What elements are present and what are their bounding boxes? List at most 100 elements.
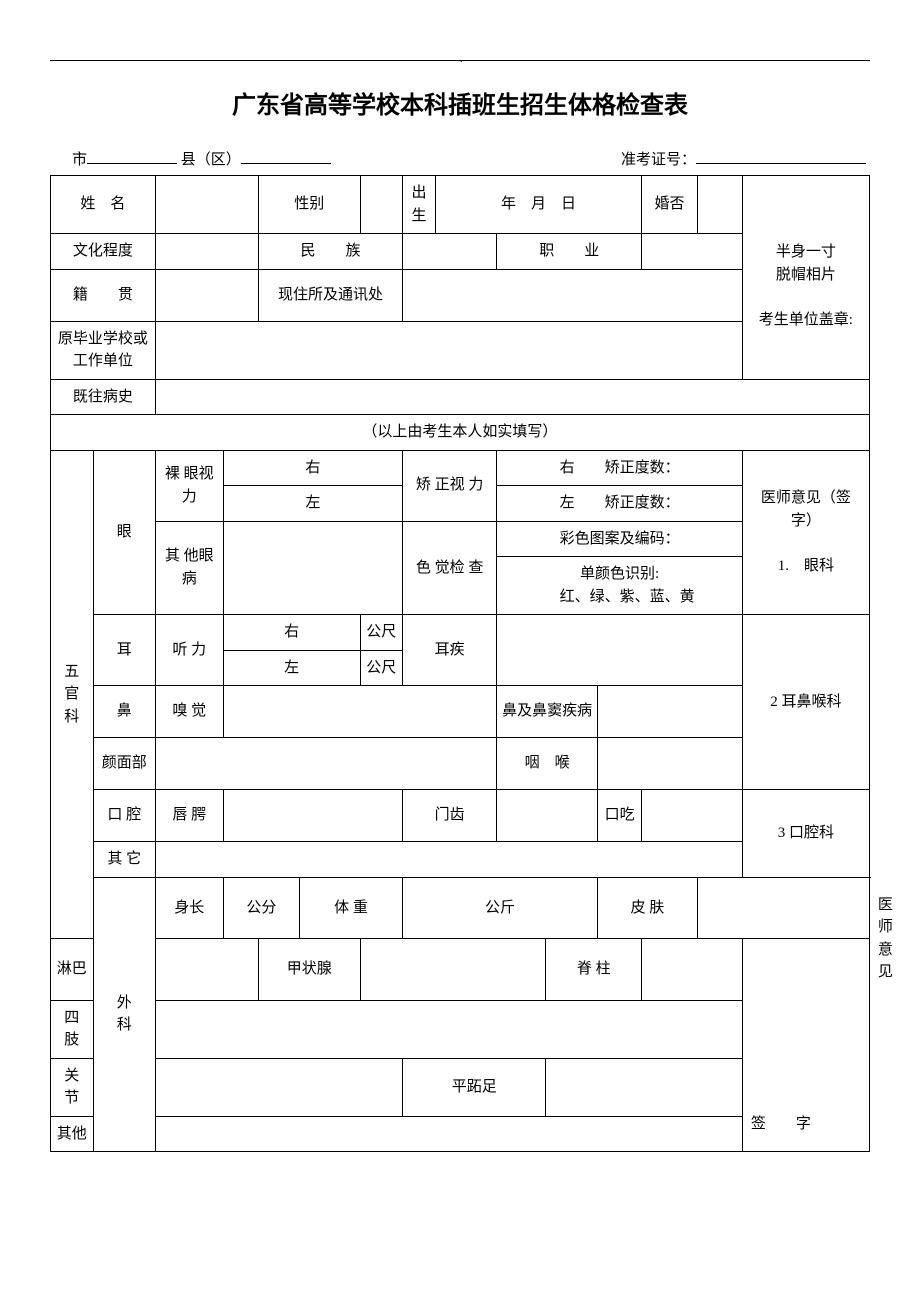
- wuguan-section: 五 官 科: [51, 450, 94, 939]
- skin-value[interactable]: [697, 877, 869, 939]
- form-table: 姓 名 性别 出生 年 月 日 婚否 半身一寸 脱帽相片 考生单位盖章: 文化程…: [50, 175, 870, 1152]
- photo-line1: 半身一寸: [776, 244, 836, 260]
- pre-header: 市 县（区） 准考证号：: [50, 148, 870, 169]
- wuguan-opinion-1: 医师意见（签字） 1. 眼科: [742, 450, 869, 615]
- history-label: 既往病史: [51, 379, 156, 415]
- stutter-label: 口吃: [597, 790, 641, 842]
- flatfoot-label: 平跖足: [403, 1058, 546, 1116]
- face-value[interactable]: [155, 738, 496, 790]
- lymph-value[interactable]: [155, 939, 258, 1001]
- lip-value[interactable]: [223, 790, 402, 842]
- exam-no-blank[interactable]: [696, 149, 866, 164]
- document-title: 广东省高等学校本科插班生招生体格检查表: [50, 85, 870, 120]
- hearing-left: 左: [223, 650, 360, 686]
- hearing-left-unit[interactable]: 公尺: [360, 650, 403, 686]
- exam-no-field: 准考证号：: [621, 148, 866, 169]
- ear-disease-label: 耳疾: [403, 615, 497, 686]
- lymph-label: 淋巴: [51, 939, 94, 1001]
- other-eye-label: 其 他眼 病: [155, 521, 223, 615]
- region-fields: 市 县（区）: [54, 148, 331, 169]
- county-label: 县（区）: [181, 152, 241, 168]
- edu-label: 文化程度: [51, 234, 156, 270]
- height-label: 身长: [155, 877, 223, 939]
- spine-value[interactable]: [642, 939, 743, 1001]
- throat-value[interactable]: [597, 738, 742, 790]
- color-test-label: 色 觉检 查: [403, 521, 497, 615]
- color-pattern[interactable]: 彩色图案及编码：: [497, 521, 743, 557]
- married-label: 婚否: [642, 176, 698, 234]
- skin-label: 皮 肤: [597, 877, 697, 939]
- waike-other-value[interactable]: [155, 1116, 742, 1152]
- weight-value[interactable]: 公斤: [403, 877, 598, 939]
- job-value[interactable]: [642, 234, 743, 270]
- native-label: 籍 贯: [51, 269, 156, 321]
- ethnic-label: 民 族: [258, 234, 402, 270]
- joints-value[interactable]: [155, 1058, 402, 1116]
- history-value[interactable]: [155, 379, 869, 415]
- ethnic-value[interactable]: [403, 234, 497, 270]
- smell-label: 嗅 觉: [155, 686, 223, 738]
- face-label: 颜面部: [93, 738, 155, 790]
- spine-label: 脊 柱: [546, 939, 642, 1001]
- thyroid-value[interactable]: [360, 939, 546, 1001]
- joints-label: 关 节: [51, 1058, 94, 1116]
- thyroid-label: 甲状腺: [258, 939, 360, 1001]
- naked-vision-label: 裸 眼视 力: [155, 450, 223, 521]
- edu-value[interactable]: [155, 234, 258, 270]
- photo-line3: 考生单位盖章:: [759, 312, 853, 328]
- hearing-right-unit[interactable]: 公尺: [360, 615, 403, 651]
- grad-label: 原毕业学校或工作单位: [51, 321, 156, 379]
- note-row: （以上由考生本人如实填写）: [51, 415, 870, 451]
- limbs-label: 四 肢: [51, 1000, 94, 1058]
- wuguan-other-label: 其 它: [93, 842, 155, 878]
- stutter-value[interactable]: [642, 790, 743, 842]
- waike-section: 外 科: [93, 877, 155, 1152]
- native-value[interactable]: [155, 269, 258, 321]
- ear-label: 耳: [93, 615, 155, 686]
- teeth-label: 门齿: [403, 790, 497, 842]
- exam-no-label: 准考证号：: [621, 152, 696, 168]
- height-value[interactable]: 公分: [223, 877, 299, 939]
- name-label: 姓 名: [51, 176, 156, 234]
- name-value[interactable]: [155, 176, 258, 234]
- job-label: 职 业: [497, 234, 642, 270]
- naked-left-label[interactable]: 左: [223, 486, 402, 522]
- birth-date[interactable]: 年 月 日: [435, 176, 641, 234]
- oral-label: 口 腔: [93, 790, 155, 842]
- other-eye-value[interactable]: [223, 521, 402, 615]
- grad-value[interactable]: [155, 321, 742, 379]
- city-blank[interactable]: [87, 149, 177, 164]
- wuguan-opinion-2: 2 耳鼻喉科: [742, 615, 869, 790]
- nose-disease-label: 鼻及鼻窦疾病: [497, 686, 598, 738]
- photo-line2: 脱帽相片: [776, 267, 836, 283]
- document-page: . 广东省高等学校本科插班生招生体格检查表 市 县（区） 准考证号：: [50, 60, 870, 1152]
- waike-sign: 签 字: [742, 1000, 869, 1152]
- nose-disease-value[interactable]: [597, 686, 742, 738]
- sex-value[interactable]: [360, 176, 403, 234]
- weight-label: 体 重: [299, 877, 402, 939]
- sex-label: 性别: [258, 176, 360, 234]
- county-blank[interactable]: [241, 149, 331, 164]
- naked-right-label[interactable]: 右: [223, 450, 402, 486]
- eye-label: 眼: [93, 450, 155, 615]
- city-label: 市: [72, 152, 87, 168]
- hearing-label: 听 力: [155, 615, 223, 686]
- limbs-value[interactable]: [155, 1000, 742, 1058]
- addr-value[interactable]: [403, 269, 743, 321]
- corrected-vision-label: 矫 正视 力: [403, 450, 497, 521]
- smell-value[interactable]: [223, 686, 496, 738]
- addr-label: 现住所及通讯处: [258, 269, 402, 321]
- single-color[interactable]: 单颜色识别: 红、绿、紫、蓝、黄: [497, 557, 743, 615]
- top-rule: .: [50, 60, 870, 61]
- birth-label: 出生: [403, 176, 436, 234]
- teeth-value[interactable]: [497, 790, 598, 842]
- ear-disease-value[interactable]: [497, 615, 743, 686]
- throat-label: 咽 喉: [497, 738, 598, 790]
- wuguan-other-value[interactable]: [155, 842, 742, 878]
- flatfoot-value[interactable]: [546, 1058, 743, 1116]
- corrected-left[interactable]: 左 矫正度数：: [497, 486, 743, 522]
- corrected-right[interactable]: 右 矫正度数：: [497, 450, 743, 486]
- waike-other-label: 其他: [51, 1116, 94, 1152]
- hearing-right: 右: [223, 615, 360, 651]
- married-value[interactable]: [697, 176, 742, 234]
